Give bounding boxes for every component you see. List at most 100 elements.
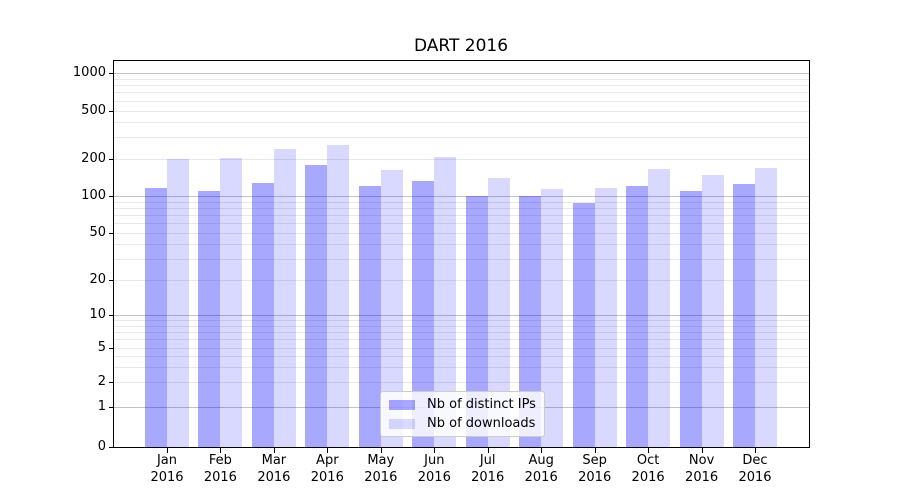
y-tick [108, 196, 114, 197]
legend-item-downloads: Nb of downloads [389, 414, 536, 433]
x-tick [380, 448, 382, 453]
bar-nb-of-distinct-ips-aug [519, 196, 542, 447]
minor-gridline [113, 367, 809, 368]
x-tick [701, 448, 703, 453]
minor-gridline [113, 85, 809, 87]
y-tick-label: 200 [81, 150, 106, 166]
x-tick [594, 448, 596, 453]
bar-nb-of-distinct-ips-apr [305, 164, 328, 447]
bar-nb-of-downloads-jan [167, 158, 189, 447]
x-tick-label: May 2016 [364, 453, 398, 485]
y-tick-label: 1 [97, 399, 106, 414]
minor-gridline [113, 348, 809, 349]
bar-nb-of-downloads-feb [220, 158, 243, 447]
bar-nb-of-distinct-ips-jul [465, 195, 488, 447]
minor-gridline [113, 325, 809, 327]
bar-nb-of-downloads-jun [434, 156, 457, 447]
bar-nb-of-distinct-ips-jan [145, 187, 167, 447]
chart-title: DART 2016 [413, 36, 509, 56]
x-tick [220, 448, 222, 453]
x-tick-label: Dec 2016 [738, 453, 772, 485]
minor-gridline [113, 100, 809, 102]
minor-gridline [113, 233, 809, 234]
major-gridline [113, 196, 809, 197]
bar-nb-of-distinct-ips-jun [412, 181, 435, 447]
minor-gridline [113, 339, 809, 341]
y-tick [108, 110, 114, 112]
y-tick [108, 382, 114, 383]
y-tick [108, 348, 114, 349]
legend-label-distinct-ips: Nb of distinct IPs [427, 397, 536, 412]
minor-gridline [113, 78, 809, 80]
minor-gridline [113, 137, 809, 139]
x-tick [755, 448, 756, 453]
bar-nb-of-downloads-oct [648, 168, 671, 447]
x-tick [273, 448, 275, 453]
x-tick-label: Aug 2016 [524, 453, 558, 485]
minor-gridline [113, 356, 809, 358]
x-tick [327, 448, 329, 453]
y-tick-label: 0 [97, 439, 106, 454]
y-tick [108, 407, 114, 408]
x-tick-label: Oct 2016 [631, 453, 665, 485]
y-tick [108, 447, 114, 448]
minor-gridline [113, 280, 809, 281]
minor-gridline [113, 320, 809, 321]
minor-gridline [113, 110, 809, 112]
x-tick [541, 448, 543, 453]
bar-nb-of-distinct-ips-mar [251, 183, 274, 447]
minor-gridline [113, 215, 809, 216]
x-tick [434, 448, 436, 453]
x-tick-label: Feb 2016 [203, 453, 237, 485]
minor-gridline [113, 259, 809, 261]
bar-nb-of-distinct-ips-nov [679, 190, 702, 447]
minor-gridline [113, 201, 809, 203]
bar-nb-of-downloads-nov [701, 174, 724, 447]
minor-gridline [113, 332, 809, 333]
x-tick [487, 448, 489, 453]
y-tick-label: 20 [89, 272, 106, 287]
y-tick-label: 1000 [72, 65, 106, 80]
x-tick [167, 448, 168, 453]
x-tick-label: Jun 2016 [417, 453, 451, 485]
x-tick-label: Nov 2016 [685, 453, 719, 485]
bar-nb-of-downloads-mar [273, 148, 296, 447]
minor-gridline [113, 158, 809, 160]
y-tick-label: 10 [89, 307, 106, 322]
plot-frame [112, 60, 810, 448]
minor-gridline [113, 223, 809, 225]
minor-gridline [113, 382, 809, 383]
y-tick [108, 315, 114, 316]
y-tick [108, 280, 114, 281]
legend-swatch-downloads-icon [389, 418, 415, 429]
bar-nb-of-distinct-ips-may [358, 186, 381, 447]
major-gridline [113, 73, 809, 74]
x-tick [648, 448, 650, 453]
minor-gridline [113, 207, 809, 209]
bar-nb-of-distinct-ips-dec [733, 183, 755, 447]
x-tick-label: Jan 2016 [150, 453, 184, 485]
legend: Nb of distinct IPs Nb of downloads [380, 391, 545, 437]
major-gridline [113, 315, 809, 316]
bar-nb-of-distinct-ips-sep [572, 203, 595, 447]
legend-swatch-distinct-ips-icon [389, 399, 415, 410]
bar-nb-of-downloads-apr [327, 144, 350, 447]
y-tick-label: 100 [81, 188, 106, 203]
bar-nb-of-downloads-sep [594, 187, 617, 447]
y-tick [108, 158, 114, 160]
minor-gridline [113, 122, 809, 124]
y-tick [108, 233, 114, 234]
x-tick-label: Mar 2016 [257, 453, 291, 485]
x-tick-label: Sep 2016 [578, 453, 612, 485]
bar-nb-of-downloads-dec [755, 167, 777, 447]
bar-nb-of-distinct-ips-feb [198, 190, 221, 447]
bar-nb-of-downloads-may [380, 169, 403, 447]
x-tick-label: Jul 2016 [471, 453, 505, 485]
y-tick-label: 2 [97, 374, 106, 389]
y-tick-label: 5 [97, 340, 106, 355]
bar-nb-of-downloads-jul [487, 178, 510, 447]
y-tick-label: 500 [81, 102, 106, 118]
legend-item-distinct-ips: Nb of distinct IPs [389, 395, 536, 414]
